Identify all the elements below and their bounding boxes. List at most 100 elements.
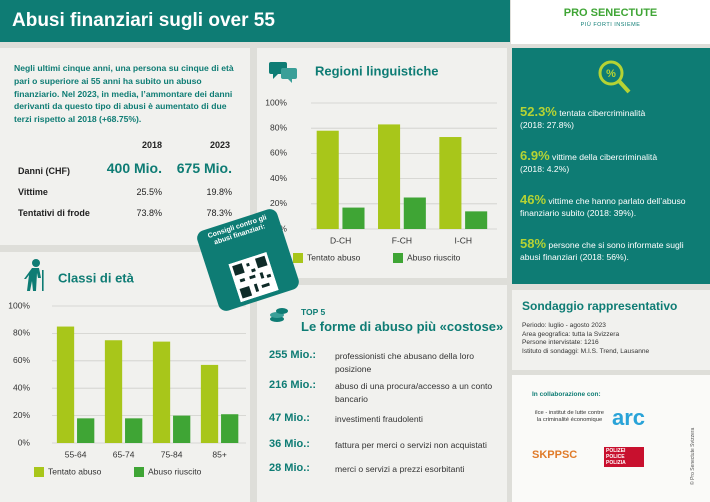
y-tick-label: 100% [8, 300, 30, 310]
x-tick-label: 65-74 [113, 449, 135, 459]
y-tick-label: 80% [13, 328, 30, 338]
stat-value: 58% [520, 236, 547, 251]
bar [104, 340, 123, 443]
page-title: Abusi finanziari sugli over 55 [12, 10, 275, 31]
stat-text: persone che si sono informate sugli abus… [520, 240, 684, 262]
chart-title: Regioni linguistiche [315, 63, 439, 78]
stats-panel: % 52.3% tentata cibercriminalità (2018: … [512, 48, 710, 284]
person-icon [24, 259, 44, 291]
survey-line: Istituto di sondaggi: M.I.S. Trend, Laus… [522, 347, 650, 355]
bar [439, 137, 462, 229]
logo: PRO SENECTUTE PIÙ FORTI INSIEME [511, 0, 710, 44]
y-tick-label: 20% [270, 198, 287, 208]
y-tick-label: 20% [13, 410, 30, 420]
legend-label: Tentato abuso [307, 252, 361, 262]
top5-amount: 255 Mio.: [269, 349, 317, 361]
bar [77, 418, 95, 443]
top5-panel: TOP 5 Le forme di abuso più «costose» 25… [257, 285, 507, 502]
stat: 58% persone che si sono informate sugli … [520, 236, 702, 263]
table-cell: 25.5% [136, 187, 162, 197]
table-cell: 78.3% [206, 208, 232, 218]
survey-lines: Periodo: luglio - agosto 2023 Area geogr… [522, 322, 649, 356]
stat-text: vittime che hanno parlato dell’abuso fin… [520, 196, 686, 218]
x-tick-label: D-CH [330, 235, 351, 245]
partner-police: POLIZEI POLICE POLIZIA [604, 447, 644, 467]
header-bar: Abusi finanziari sugli over 55 [0, 0, 510, 42]
survey-panel: Sondaggio rappresentativo Periodo: lugli… [512, 290, 710, 370]
qr-code [228, 251, 279, 303]
top5-text: investimenti fraudolenti [335, 414, 423, 424]
magnifier-icon: % [598, 60, 631, 94]
legend-swatch [134, 467, 144, 477]
legend-swatch [393, 253, 403, 263]
intro-panel: Negli ultimi cinque anni, una persona su… [0, 48, 250, 245]
top5-title: Le forme di abuso più «costose» [301, 319, 504, 334]
logo-name: PRO SENECTUTE [563, 7, 658, 19]
x-tick-label: 75-84 [161, 449, 183, 459]
partner-ilce: ilce - institut de lutte contre la crimi… [535, 410, 604, 423]
table-cell: Tentativi di frode [18, 208, 90, 218]
chart-title: Classi di età [58, 270, 135, 285]
bar [173, 415, 191, 443]
stat: 46% vittime che hanno parlato dell’abuso… [520, 193, 702, 219]
stat: 52.3% tentata cibercriminalità (2018: 27… [520, 105, 700, 131]
y-tick-label: 60% [270, 148, 287, 158]
table-cell: 19.8% [206, 187, 232, 197]
top5-text: abuso di una procura/accesso a un conto … [335, 381, 493, 404]
legend-label: Abuso riuscito [148, 466, 202, 476]
table-cell: Danni (CHF) [18, 166, 70, 176]
x-tick-label: F-CH [392, 235, 412, 245]
stat: 6.9% vittime della cibercriminalità (201… [520, 148, 700, 175]
y-tick-label: 40% [13, 382, 30, 392]
survey-line: Area geografica: tutta la Svizzera [522, 330, 620, 338]
svg-text:%: % [606, 68, 616, 80]
stat-note: (2018: 4.2%) [520, 164, 570, 174]
y-tick-label: 100% [265, 97, 287, 107]
table-header: 2018 [141, 140, 162, 150]
qr-badge: Consigli contro gli abusi finanziari: [195, 207, 301, 313]
logo-tagline: PIÙ FORTI INSIEME [580, 22, 641, 28]
stat-note: (2018: 39%). [586, 208, 637, 218]
survey-line: Periodo: luglio - agosto 2023 [522, 322, 606, 329]
bar [221, 414, 239, 443]
bar [125, 418, 143, 443]
coins-icon [270, 308, 288, 322]
y-tick-label: 80% [270, 122, 287, 132]
stat-value: 6.9% [520, 148, 550, 163]
chat-icon [269, 62, 297, 83]
stat-text: vittime della cibercriminalità [552, 152, 658, 162]
table-cell: 400 Mio. [106, 160, 162, 176]
top5-amount: 36 Mio.: [269, 438, 310, 450]
bar [316, 130, 339, 229]
chart: 0% 20% 40% 60% 80% 100% 55-64 65-74 75-84 85+ Clas… [8, 259, 246, 477]
survey-title: Sondaggio rappresentativo [522, 299, 678, 313]
bar [378, 124, 401, 229]
chart-panel: 0% 20% 40% 60% 80% 100% 55-64 65-74 75-84 85+ Clas… [0, 252, 250, 502]
partner-skppsc: SKPPSC [532, 449, 578, 461]
survey-line: Persone intervistate: 1216 [522, 339, 599, 346]
top5-amount: 216 Mio.: [269, 379, 317, 391]
x-tick-label: 85+ [212, 449, 226, 459]
partners-title: In collaborazione con: [532, 391, 601, 398]
intro-text: Negli ultimi cinque anni, una persona su… [14, 63, 234, 125]
top5-amount: 47 Mio.: [269, 412, 310, 424]
y-tick-label: 60% [13, 355, 30, 365]
legend-swatch [34, 467, 44, 477]
copyright: © Pro Senectute Svizzera [690, 427, 696, 485]
top5-text: professionisti che abusano della loro po… [335, 351, 475, 374]
bar [403, 197, 426, 229]
top5-text: fattura per merci o servizi non acquista… [335, 440, 487, 450]
table-header: 2023 [209, 140, 230, 150]
stat-note: (2018: 56%). [579, 252, 629, 262]
partner-arc: arc [612, 405, 646, 430]
top5-text: merci o servizi a prezzi esorbitanti [335, 464, 465, 474]
y-tick-label: 40% [270, 173, 287, 183]
bar [56, 326, 75, 443]
x-tick-label: 55-64 [65, 449, 87, 459]
table-cell: 675 Mio. [176, 160, 232, 176]
x-tick-label: I-CH [455, 235, 472, 245]
partners-panel: In collaborazione con: ilce - institut d… [512, 375, 710, 502]
